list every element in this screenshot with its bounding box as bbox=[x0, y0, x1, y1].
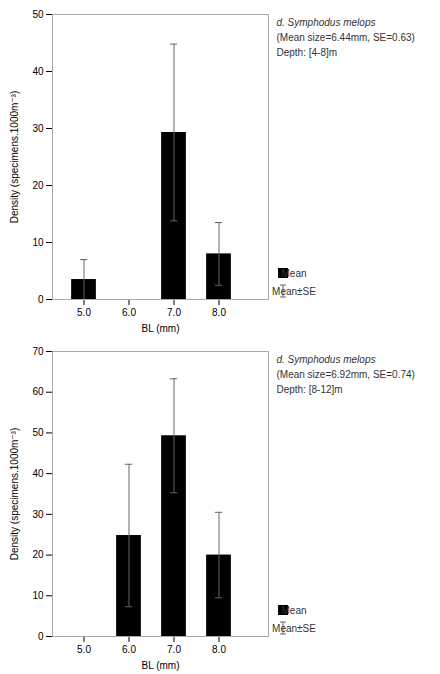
svg-text:Depth: [8-12]m: Depth: [8-12]m bbox=[277, 384, 343, 395]
svg-text:7.0: 7.0 bbox=[167, 307, 181, 318]
svg-text:10: 10 bbox=[32, 590, 44, 601]
svg-text:50: 50 bbox=[32, 427, 44, 438]
svg-text:30: 30 bbox=[32, 123, 44, 134]
svg-text:Mean±SE: Mean±SE bbox=[272, 286, 316, 297]
svg-text:Mean±SE: Mean±SE bbox=[272, 623, 316, 634]
svg-text:8.0: 8.0 bbox=[212, 644, 226, 655]
svg-text:Mean: Mean bbox=[281, 268, 306, 279]
svg-text:Density (specimens.1000m⁻³): Density (specimens.1000m⁻³) bbox=[9, 428, 20, 561]
svg-text:(Mean size=6.92mm, SE=0.74): (Mean size=6.92mm, SE=0.74) bbox=[277, 369, 415, 380]
svg-text:(Mean size=6.44mm, SE=0.63): (Mean size=6.44mm, SE=0.63) bbox=[277, 32, 415, 43]
svg-text:Mean: Mean bbox=[281, 605, 306, 616]
svg-text:40: 40 bbox=[32, 468, 44, 479]
svg-text:0: 0 bbox=[38, 294, 44, 305]
svg-text:10: 10 bbox=[32, 237, 44, 248]
svg-text:70: 70 bbox=[32, 346, 44, 357]
svg-text:BL (mm): BL (mm) bbox=[142, 323, 180, 334]
svg-text:5.0: 5.0 bbox=[77, 644, 91, 655]
svg-text:8.0: 8.0 bbox=[212, 307, 226, 318]
svg-text:d. Symphodus melops: d. Symphodus melops bbox=[277, 17, 376, 28]
svg-text:0: 0 bbox=[38, 631, 44, 642]
svg-text:50: 50 bbox=[32, 9, 44, 20]
svg-text:5.0: 5.0 bbox=[77, 307, 91, 318]
svg-text:7.0: 7.0 bbox=[167, 644, 181, 655]
svg-text:30: 30 bbox=[32, 509, 44, 520]
svg-text:BL (mm): BL (mm) bbox=[142, 660, 180, 671]
svg-text:20: 20 bbox=[32, 180, 44, 191]
svg-text:40: 40 bbox=[32, 66, 44, 77]
svg-text:6.0: 6.0 bbox=[122, 644, 136, 655]
svg-text:60: 60 bbox=[32, 386, 44, 397]
svg-text:20: 20 bbox=[32, 549, 44, 560]
svg-text:Density (specimens.1000m⁻³): Density (specimens.1000m⁻³) bbox=[9, 91, 20, 224]
svg-text:Depth: [4-8]m: Depth: [4-8]m bbox=[277, 47, 338, 58]
svg-text:d. Symphodus melops: d. Symphodus melops bbox=[277, 354, 376, 365]
svg-text:6.0: 6.0 bbox=[122, 307, 136, 318]
